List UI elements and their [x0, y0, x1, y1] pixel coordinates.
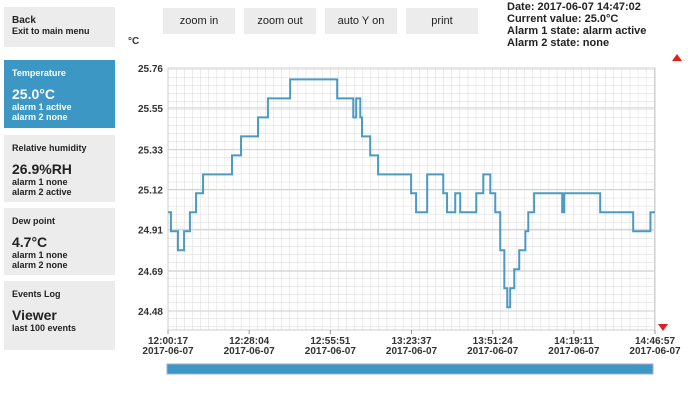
scroll-up-arrow[interactable] [672, 54, 682, 61]
x-tick-label: 12:00:17 [148, 336, 188, 347]
sensor-alarm: alarm 1 active [12, 102, 72, 112]
y-tick-label: 24.48 [138, 307, 163, 318]
sensor-value: 26.9%RH [12, 161, 72, 177]
sensor-alarm: alarm 1 none [12, 177, 68, 187]
sensor-alarm: alarm 2 active [12, 187, 72, 197]
x-tick-date: 2017-06-07 [305, 346, 357, 357]
y-tick-label: 25.76 [138, 64, 163, 75]
sensor-button[interactable]: Temperature 25.0°C alarm 1 active alarm … [4, 60, 115, 128]
x-tick-label: 14:46:57 [635, 336, 675, 347]
sensor-name: Dew point [12, 216, 55, 226]
sensor-name: Temperature [12, 68, 66, 78]
plot-area [167, 67, 656, 331]
x-tick-date: 2017-06-07 [467, 346, 519, 357]
scrollbar[interactable] [166, 363, 654, 375]
back-subtitle: Exit to main menu [12, 26, 90, 36]
events-subtitle: last 100 events [12, 323, 77, 333]
x-tick-date: 2017-06-07 [224, 346, 276, 357]
back-button[interactable]: Back Exit to main menu [4, 7, 115, 47]
y-tick-label: 24.91 [138, 225, 163, 236]
x-tick-date: 2017-06-07 [386, 346, 438, 357]
y-tick-label: 25.55 [138, 104, 163, 115]
sensor-button[interactable]: Relative humidity 26.9%RH alarm 1 none a… [4, 135, 115, 202]
y-unit: °C [128, 36, 139, 47]
data-line [168, 78, 655, 309]
x-tick-date: 2017-06-07 [548, 346, 600, 357]
sensor-button[interactable]: Dew point 4.7°C alarm 1 none alarm 2 non… [4, 208, 115, 275]
status-line: Alarm 2 state: none [507, 37, 610, 49]
y-tick-label: 25.12 [138, 186, 163, 197]
sensor-alarm: alarm 2 none [12, 260, 68, 270]
status-line: Alarm 1 state: alarm active [507, 25, 647, 37]
y-tick-label: 25.33 [138, 146, 163, 157]
toolbar-button[interactable]: zoom in [163, 8, 235, 34]
events-button[interactable]: Events Log Viewer last 100 events [4, 281, 115, 350]
x-tick-date: 2017-06-07 [629, 346, 681, 357]
toolbar-button[interactable]: print [406, 8, 478, 34]
back-title: Back [12, 15, 36, 26]
status-line: Date: 2017-06-07 14:47:02 [507, 1, 641, 13]
x-tick-label: 14:19:11 [554, 336, 594, 347]
sensor-value: 25.0°C [12, 86, 55, 102]
y-tick-label: 24.69 [138, 267, 163, 278]
x-tick-label: 12:55:51 [310, 336, 350, 347]
scroll-down-arrow[interactable] [658, 324, 668, 331]
events-title: Events Log [12, 289, 61, 299]
toolbar-button[interactable]: auto Y on [325, 8, 397, 34]
events-name: Viewer [12, 307, 57, 323]
sensor-alarm: alarm 1 none [12, 250, 68, 260]
x-tick-label: 13:51:24 [473, 336, 513, 347]
toolbar-button[interactable]: zoom out [244, 8, 316, 34]
x-tick-label: 12:28:04 [229, 336, 269, 347]
sensor-alarm: alarm 2 none [12, 112, 68, 122]
sensor-name: Relative humidity [12, 143, 87, 153]
status-line: Current value: 25.0°C [507, 13, 619, 25]
x-tick-label: 13:23:37 [391, 336, 431, 347]
x-tick-date: 2017-06-07 [142, 346, 194, 357]
sensor-value: 4.7°C [12, 234, 48, 250]
